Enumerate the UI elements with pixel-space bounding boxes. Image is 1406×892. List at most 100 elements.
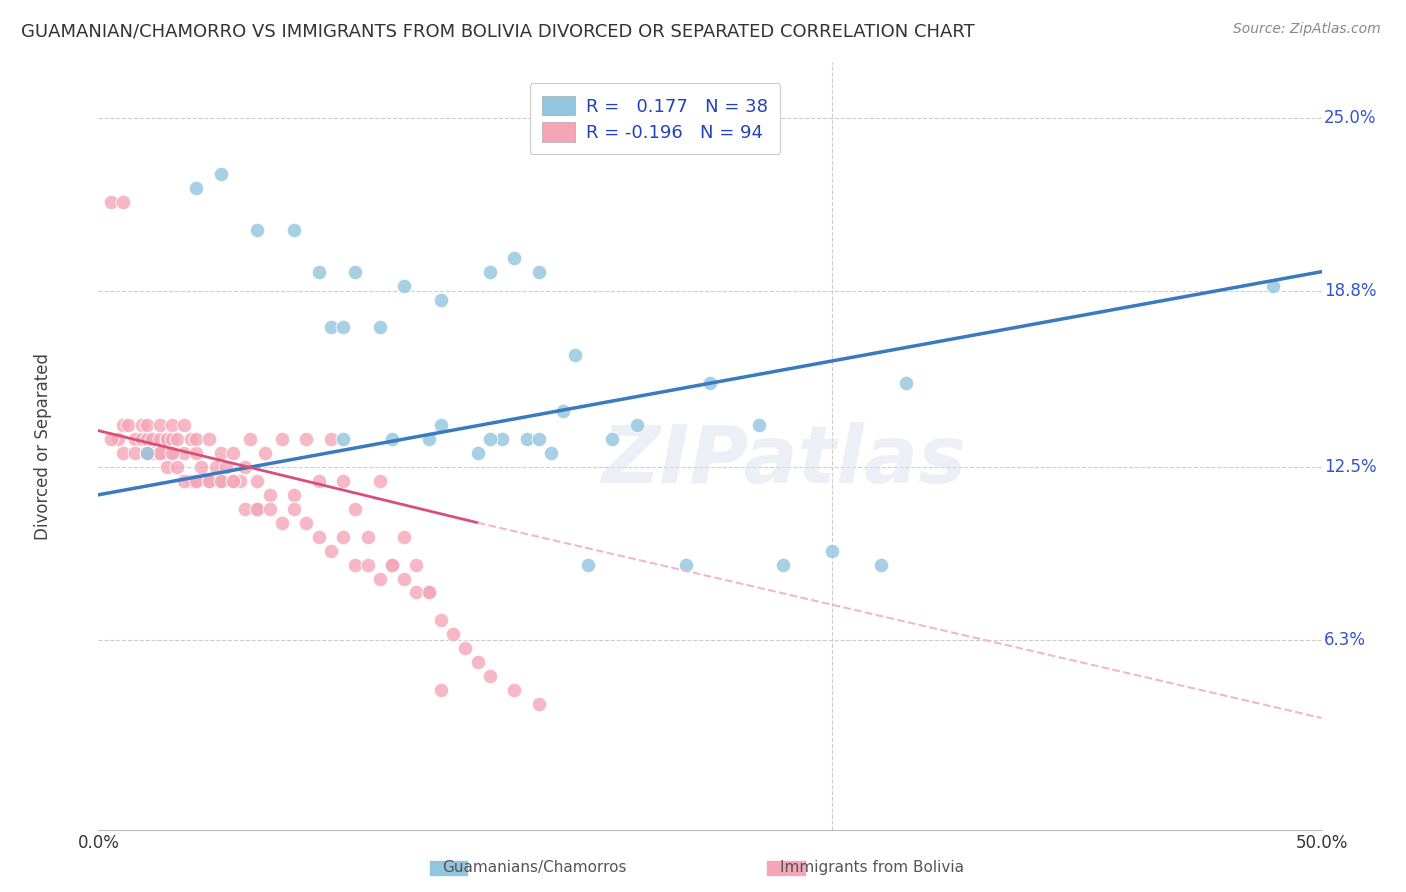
Point bbox=[772, 558, 794, 572]
Point bbox=[222, 446, 245, 460]
Point bbox=[430, 418, 453, 433]
Point bbox=[332, 320, 354, 334]
Point bbox=[149, 446, 172, 460]
Point bbox=[149, 418, 172, 433]
Point bbox=[209, 474, 232, 488]
Point bbox=[454, 641, 477, 656]
Point bbox=[527, 432, 550, 446]
Point bbox=[332, 474, 354, 488]
Point bbox=[149, 446, 172, 460]
Point bbox=[392, 530, 416, 544]
Legend: R =   0.177   N = 38, R = -0.196   N = 94: R = 0.177 N = 38, R = -0.196 N = 94 bbox=[530, 83, 780, 154]
Point bbox=[368, 320, 391, 334]
Point bbox=[246, 501, 269, 516]
Point bbox=[180, 432, 202, 446]
Point bbox=[259, 488, 281, 502]
Point bbox=[136, 446, 159, 460]
Point bbox=[222, 474, 245, 488]
Text: 18.8%: 18.8% bbox=[1324, 282, 1376, 301]
Point bbox=[100, 432, 122, 446]
Point bbox=[626, 418, 648, 433]
Point bbox=[246, 474, 269, 488]
Point bbox=[381, 558, 404, 572]
Point bbox=[190, 459, 212, 474]
Point bbox=[209, 446, 232, 460]
Point bbox=[430, 293, 453, 307]
Point bbox=[253, 446, 276, 460]
Point bbox=[467, 655, 489, 669]
Point bbox=[197, 474, 219, 488]
Point bbox=[186, 474, 208, 488]
Text: 6.3%: 6.3% bbox=[1324, 631, 1367, 648]
Point bbox=[173, 418, 195, 433]
Text: GUAMANIAN/CHAMORRO VS IMMIGRANTS FROM BOLIVIA DIVORCED OR SEPARATED CORRELATION : GUAMANIAN/CHAMORRO VS IMMIGRANTS FROM BO… bbox=[21, 22, 974, 40]
Point bbox=[405, 585, 427, 599]
Point bbox=[160, 446, 183, 460]
Point bbox=[319, 432, 342, 446]
Point bbox=[270, 432, 294, 446]
Point bbox=[295, 516, 318, 530]
Point bbox=[748, 418, 770, 433]
Point bbox=[186, 474, 208, 488]
Point bbox=[553, 404, 575, 418]
Point bbox=[430, 613, 453, 627]
Point bbox=[405, 558, 427, 572]
Point bbox=[344, 501, 367, 516]
Point bbox=[392, 278, 416, 293]
Text: Divorced or Separated: Divorced or Separated bbox=[34, 352, 52, 540]
Text: Source: ZipAtlas.com: Source: ZipAtlas.com bbox=[1233, 22, 1381, 37]
Point bbox=[166, 432, 188, 446]
Point bbox=[160, 432, 183, 446]
Point bbox=[503, 683, 526, 698]
Point bbox=[141, 432, 163, 446]
Point bbox=[283, 488, 305, 502]
Point bbox=[332, 530, 354, 544]
Point bbox=[478, 432, 501, 446]
Point bbox=[441, 627, 464, 641]
Point bbox=[186, 432, 208, 446]
Point bbox=[197, 474, 219, 488]
Point bbox=[160, 446, 183, 460]
Point bbox=[186, 181, 208, 195]
Text: ZIPatlas: ZIPatlas bbox=[600, 422, 966, 500]
Point bbox=[124, 432, 146, 446]
Text: Immigrants from Bolivia: Immigrants from Bolivia bbox=[780, 860, 963, 874]
Point bbox=[503, 251, 526, 265]
Point bbox=[233, 459, 256, 474]
Point bbox=[117, 418, 139, 433]
Point bbox=[491, 432, 513, 446]
Point bbox=[319, 320, 342, 334]
Point bbox=[344, 265, 367, 279]
Point bbox=[478, 669, 501, 683]
Point bbox=[209, 474, 232, 488]
Point bbox=[239, 432, 262, 446]
Point bbox=[107, 432, 129, 446]
Point bbox=[205, 459, 228, 474]
Point bbox=[246, 501, 269, 516]
Text: 12.5%: 12.5% bbox=[1324, 458, 1376, 476]
Point bbox=[308, 474, 330, 488]
Point bbox=[136, 418, 159, 433]
Point bbox=[283, 501, 305, 516]
Point bbox=[392, 572, 416, 586]
Point bbox=[356, 558, 378, 572]
Point bbox=[173, 474, 195, 488]
Point bbox=[124, 446, 146, 460]
Point bbox=[149, 432, 172, 446]
Point bbox=[540, 446, 562, 460]
Point bbox=[870, 558, 893, 572]
Point bbox=[270, 516, 294, 530]
Point bbox=[156, 432, 179, 446]
Point bbox=[166, 459, 188, 474]
Point bbox=[675, 558, 697, 572]
Point bbox=[527, 697, 550, 711]
Point bbox=[156, 459, 179, 474]
Point bbox=[131, 432, 153, 446]
Point bbox=[229, 474, 252, 488]
Point bbox=[418, 432, 440, 446]
Point bbox=[332, 432, 354, 446]
Point bbox=[111, 446, 134, 460]
Point bbox=[111, 418, 134, 433]
Point bbox=[344, 558, 367, 572]
Point bbox=[564, 348, 586, 362]
